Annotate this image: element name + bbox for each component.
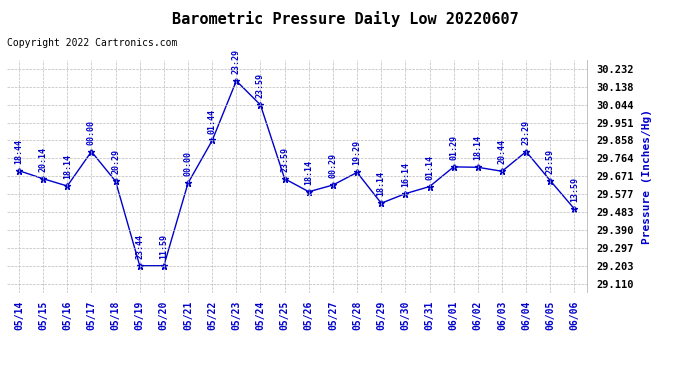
Text: 23:59: 23:59 [546, 149, 555, 174]
Text: 00:29: 00:29 [328, 153, 337, 178]
Text: 11:59: 11:59 [159, 234, 168, 259]
Text: 18:44: 18:44 [14, 139, 23, 164]
Text: 18:14: 18:14 [473, 135, 482, 160]
Text: 13:59: 13:59 [570, 177, 579, 202]
Text: 23:29: 23:29 [232, 49, 241, 74]
Text: 20:14: 20:14 [39, 147, 48, 172]
Text: 01:14: 01:14 [425, 154, 434, 180]
Text: 18:14: 18:14 [304, 160, 313, 185]
Text: 00:00: 00:00 [87, 120, 96, 145]
Text: 23:59: 23:59 [280, 147, 289, 172]
Text: 23:44: 23:44 [135, 234, 144, 259]
Text: 18:14: 18:14 [377, 171, 386, 196]
Text: 18:14: 18:14 [63, 154, 72, 179]
Text: 20:29: 20:29 [111, 149, 120, 174]
Text: 23:29: 23:29 [522, 120, 531, 145]
Text: 00:00: 00:00 [184, 151, 193, 176]
Text: Copyright 2022 Cartronics.com: Copyright 2022 Cartronics.com [7, 38, 177, 48]
Text: 20:44: 20:44 [497, 140, 506, 164]
Text: 23:59: 23:59 [256, 73, 265, 98]
Text: 01:29: 01:29 [449, 135, 458, 160]
Text: 16:14: 16:14 [401, 162, 410, 187]
Text: 01:44: 01:44 [208, 108, 217, 134]
Text: 19:29: 19:29 [353, 141, 362, 165]
Text: Barometric Pressure Daily Low 20220607: Barometric Pressure Daily Low 20220607 [172, 11, 518, 27]
Y-axis label: Pressure (Inches/Hg): Pressure (Inches/Hg) [642, 109, 652, 244]
